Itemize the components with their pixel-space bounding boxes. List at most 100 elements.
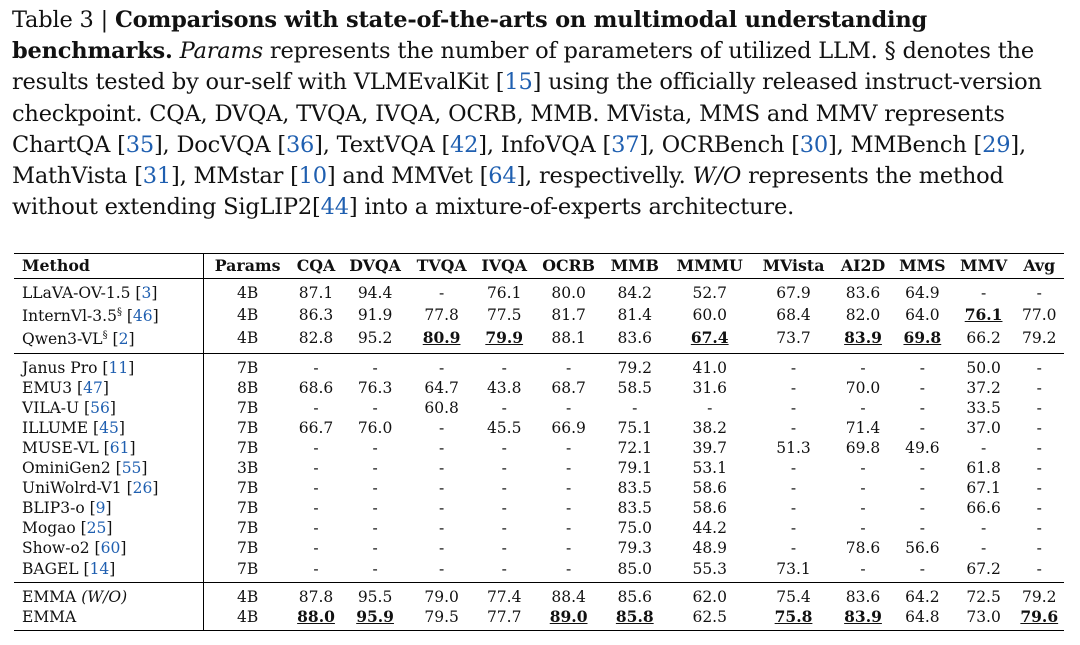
- method-name: Qwen3-VL§ [2]: [14, 326, 205, 354]
- cell-cqa: -: [313, 479, 319, 498]
- header-row: Method Params CQA DVQA TVQA IVQA OCRB MMB MMMU MV…: [14, 253, 1064, 279]
- cell-ocrb: -: [565, 398, 572, 417]
- citation-link[interactable]: 2: [118, 330, 129, 349]
- cell-ivqa: 76.1: [486, 284, 522, 302]
- table-caption: Table 3 | Comparisons with state-of-the-…: [12, 7, 1042, 221]
- citation-link[interactable]: 11: [108, 358, 129, 377]
- cell-dvqa: 95.9: [341, 606, 409, 631]
- method-name: Mogao [25]: [14, 518, 205, 539]
- citation-link[interactable]: 29: [982, 131, 1011, 158]
- cell-tvqa: -: [438, 499, 445, 518]
- cell-cqa: -: [313, 358, 319, 377]
- cell-mmb: 83.5: [617, 479, 653, 498]
- table-row: BAGEL [14] 7B - - - - -85.0 55.3 73.1- -67.2-: [14, 558, 1064, 583]
- citation-link[interactable]: 31: [142, 163, 172, 190]
- cell-mmv: 61.8: [966, 459, 1001, 478]
- cell-mvista: -: [790, 378, 797, 397]
- citation-link[interactable]: 42: [450, 131, 479, 158]
- cell-params: 8B: [236, 378, 259, 397]
- citation-link[interactable]: 14: [89, 559, 110, 578]
- header-ai2d: AI2D: [834, 253, 893, 279]
- cell-avg: -: [1036, 418, 1042, 437]
- cell-mmv: 50.0: [966, 358, 1001, 377]
- cell-cqa: 86.3: [298, 305, 334, 324]
- citation-link[interactable]: 9: [95, 499, 106, 518]
- cell-ivqa: -: [474, 558, 535, 583]
- citation-link[interactable]: 30: [799, 131, 829, 158]
- citation-link[interactable]: 47: [83, 378, 103, 397]
- caption-label: Table 3 |: [12, 7, 115, 33]
- cell-tvqa: -: [438, 519, 445, 538]
- citation-link[interactable]: 44: [320, 194, 349, 221]
- cell-mms: -: [919, 398, 925, 417]
- cell-ai2d: 78.6: [845, 539, 881, 558]
- cell-mmmu: 60.0: [692, 305, 727, 324]
- cell-ocrb: -: [565, 539, 572, 558]
- cell-ocrb: 66.9: [551, 418, 586, 437]
- citation-link[interactable]: 56: [90, 398, 110, 417]
- cell-params: 7B: [236, 398, 259, 417]
- cell-avg: -: [1036, 479, 1042, 498]
- citation-link[interactable]: 64: [488, 163, 517, 190]
- cell-dvqa: -: [372, 499, 378, 518]
- cell-avg: -: [1036, 358, 1042, 377]
- cell-ai2d: 82.0: [845, 305, 881, 324]
- cell-mms: 64.2: [905, 587, 940, 606]
- cell-avg: 79.6: [1014, 606, 1064, 631]
- cell-ai2d: 83.6: [845, 284, 881, 302]
- cell-ivqa: -: [501, 499, 507, 518]
- cell-ocrb: 80.0: [551, 284, 586, 302]
- header-mvista: MVista: [753, 253, 835, 279]
- citation-link[interactable]: 45: [99, 418, 119, 437]
- cell-dvqa: -: [372, 358, 378, 377]
- cell-mmb: 85.8: [603, 606, 667, 631]
- cell-cqa: -: [313, 499, 319, 518]
- cell-dvqa: -: [372, 519, 378, 538]
- method-name: EMU3 [47]: [14, 377, 205, 398]
- cell-mmb: 83.6: [603, 326, 667, 354]
- cell-params: 7B: [236, 358, 259, 377]
- cell-cqa: -: [313, 539, 319, 558]
- cell-ivqa: -: [501, 539, 507, 558]
- cell-params: 7B: [236, 499, 259, 518]
- cell-mmmu: 41.0: [692, 358, 727, 377]
- citation-link[interactable]: 35: [125, 131, 154, 158]
- cell-params: 7B: [236, 539, 259, 558]
- cell-mmmu: 62.5: [666, 606, 754, 631]
- cell-ocrb: -: [565, 479, 572, 498]
- cell-mmb: 79.1: [617, 459, 653, 478]
- citation-link[interactable]: 25: [86, 519, 107, 538]
- cell-mms: 49.6: [905, 438, 940, 457]
- citation-link[interactable]: 3: [141, 284, 152, 302]
- cell-ai2d: -: [860, 479, 866, 498]
- cell-ocrb: -: [565, 459, 572, 478]
- citation-link[interactable]: 36: [285, 131, 315, 158]
- cell-cqa: -: [313, 519, 319, 538]
- citation-link[interactable]: 10: [298, 163, 327, 190]
- cell-tvqa: 80.9: [408, 326, 475, 354]
- cell-mmb: 75.0: [617, 519, 653, 538]
- citation-link[interactable]: 55: [121, 459, 142, 478]
- cell-mmb: 58.5: [617, 378, 653, 397]
- cell-tvqa: -: [438, 418, 445, 437]
- method-name: EMMA (W/O): [14, 582, 205, 607]
- cell-tvqa: 64.7: [424, 378, 459, 397]
- citation-link[interactable]: 46: [132, 307, 153, 326]
- cell-ai2d: -: [834, 558, 893, 583]
- cell-dvqa: 91.9: [357, 305, 393, 324]
- citation-link[interactable]: 61: [109, 438, 130, 457]
- citation-link[interactable]: 60: [100, 539, 121, 558]
- cell-mms: 64.0: [905, 305, 940, 324]
- cell-mmv: 66.2: [952, 326, 1015, 354]
- cell-params: 3B: [236, 459, 259, 478]
- citation-link[interactable]: 37: [611, 131, 640, 158]
- cell-mmb: 85.6: [617, 587, 653, 606]
- citation-link[interactable]: 26: [132, 479, 153, 498]
- cell-mmb: 75.1: [617, 418, 653, 437]
- method-name: InternVl-3.5§ [46]: [14, 303, 205, 327]
- table-row: EMU3 [47] 8B 68.6 76.3 64.7 43.8 68.7 58.5 31.6 -…: [14, 377, 1064, 398]
- cell-ivqa: 45.5: [486, 418, 522, 437]
- cell-ivqa: 77.7: [474, 606, 535, 631]
- citation-link[interactable]: 15: [504, 69, 533, 96]
- cell-tvqa: -: [438, 438, 445, 457]
